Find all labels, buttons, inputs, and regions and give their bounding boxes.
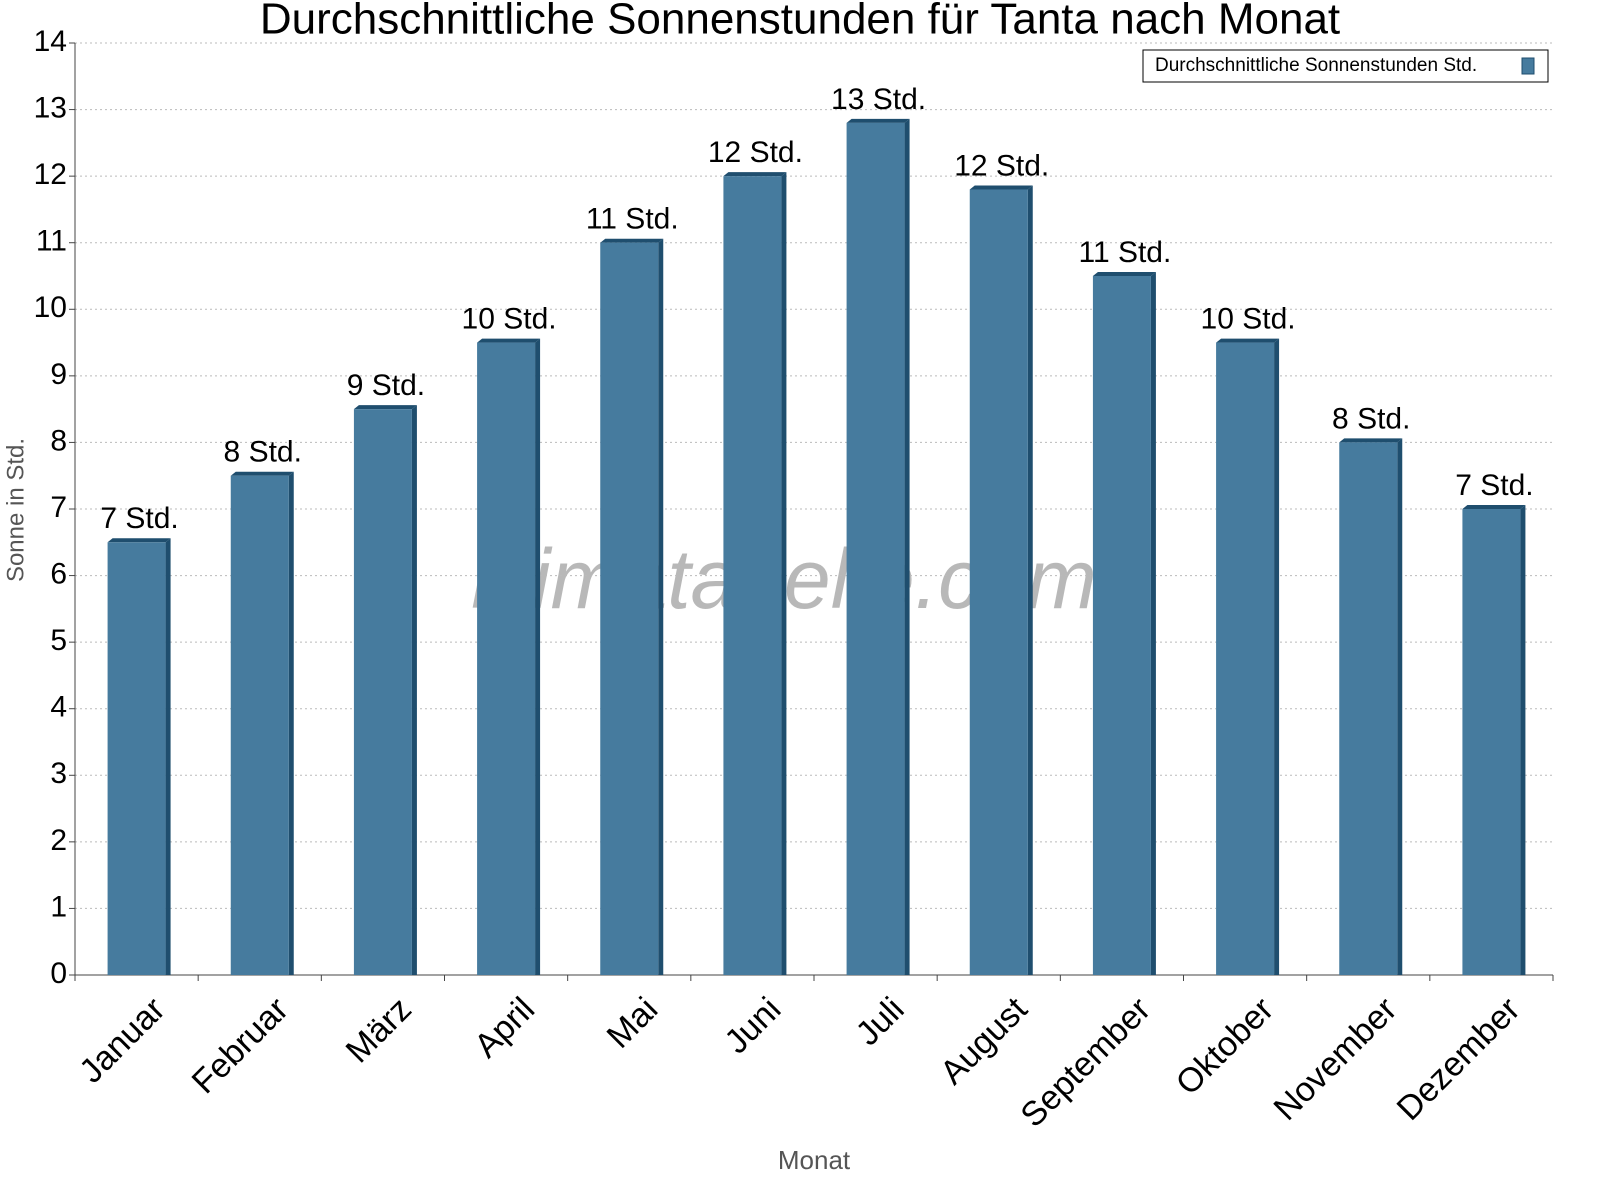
x-tick-label: Januar [72, 990, 172, 1090]
value-label: 7 Std. [1455, 469, 1533, 502]
y-tick-label: 1 [50, 890, 67, 923]
y-tick-label: 4 [50, 691, 67, 724]
bar-side [1397, 438, 1403, 975]
x-tick-label: Dezember [1390, 990, 1528, 1128]
bar [1462, 509, 1521, 975]
bar-top [1339, 438, 1403, 443]
value-label: 12 Std. [954, 149, 1049, 182]
x-tick-label: Oktober [1169, 990, 1281, 1102]
y-tick-label: 2 [50, 824, 67, 857]
y-tick-label: 10 [34, 291, 67, 324]
bar-top [353, 405, 417, 410]
y-tick-label: 8 [50, 424, 67, 457]
value-label: 10 Std. [462, 302, 557, 335]
x-tick-label: Juli [849, 990, 912, 1053]
y-tick-label: 7 [50, 491, 67, 524]
bar [600, 242, 659, 975]
y-tick-label: 3 [50, 757, 67, 790]
value-label: 11 Std. [1078, 236, 1171, 269]
bar-side [1027, 185, 1033, 975]
value-label: 9 Std. [347, 369, 425, 402]
y-tick-label: 13 [34, 91, 67, 124]
bar-side [1150, 272, 1156, 975]
y-tick-label: 12 [34, 158, 67, 191]
bar [1216, 342, 1275, 976]
bar-side [411, 405, 417, 976]
y-tick-label: 11 [36, 225, 67, 258]
bar [1092, 276, 1151, 975]
bar-top [1462, 505, 1526, 509]
bar [477, 342, 536, 976]
x-tick-label: August [933, 990, 1035, 1092]
legend-label: Durchschnittliche Sonnenstunden Std. [1155, 55, 1477, 76]
legend-box [1142, 49, 1549, 83]
value-label: 11 Std. [586, 203, 679, 236]
x-axis-label: Monat [778, 1145, 851, 1175]
bar-side [1520, 505, 1526, 975]
bar-side [658, 238, 664, 975]
x-tick-label: November [1266, 990, 1404, 1128]
bar-side [904, 118, 910, 975]
value-label: 8 Std. [1332, 402, 1410, 435]
x-tick-label: September [1013, 990, 1157, 1134]
y-axis-label: Sonne in Std. [2, 438, 29, 582]
bar-side [1274, 338, 1280, 976]
bar-top [1092, 272, 1156, 276]
x-tick-label: Juni [717, 990, 788, 1061]
x-tick-label: Februar [185, 990, 296, 1101]
bar [353, 409, 412, 976]
bar [107, 542, 166, 975]
bar-top [477, 338, 541, 343]
bar-top [230, 471, 294, 476]
y-tick-label: 5 [50, 624, 67, 657]
bar [846, 122, 905, 975]
value-label: 8 Std. [224, 436, 302, 469]
bar [230, 475, 289, 975]
y-tick-label: 0 [50, 957, 67, 990]
bar [1339, 442, 1398, 975]
bar-top [1216, 338, 1280, 343]
bar-side [288, 471, 294, 975]
bar-top [107, 538, 171, 543]
bar-side [781, 172, 787, 976]
bar-top [846, 118, 910, 123]
bar-top [969, 185, 1033, 190]
y-tick-label: 9 [50, 358, 67, 391]
y-tick-label: 6 [50, 557, 67, 590]
legend-swatch [1521, 57, 1535, 75]
bar-top [723, 172, 787, 177]
x-tick-label: April [467, 990, 542, 1065]
bar-top [600, 238, 664, 243]
x-tick-label: März [339, 990, 419, 1070]
chart-title: Durchschnittliche Sonnenstunden für Tant… [260, 0, 1340, 44]
value-label: 12 Std. [708, 136, 803, 169]
value-label: 7 Std. [100, 502, 178, 535]
bar [969, 189, 1028, 975]
bar [723, 176, 782, 976]
value-label: 10 Std. [1201, 302, 1296, 335]
value-label: 13 Std. [831, 83, 926, 116]
x-tick-label: Mai [600, 990, 666, 1056]
bar-side [165, 538, 171, 975]
bar-side [535, 338, 541, 976]
y-tick-label: 14 [34, 25, 67, 58]
